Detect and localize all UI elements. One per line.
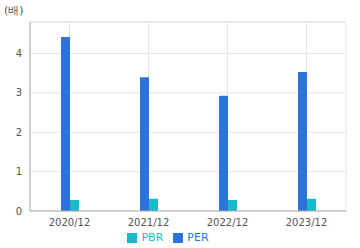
svg-text:0: 0	[16, 206, 22, 217]
svg-text:1: 1	[16, 166, 22, 177]
html-text:(배): (배)	[4, 4, 24, 17]
svg-text:4: 4	[16, 48, 22, 59]
svg-text:2022/12: 2022/12	[207, 217, 249, 228]
html-text:PER: PER	[187, 231, 209, 244]
svg-text:2021/12: 2021/12	[128, 217, 170, 228]
html-text:PBR: PBR	[141, 231, 164, 244]
svg-text:2: 2	[16, 127, 22, 138]
svg-text:2020/12: 2020/12	[49, 217, 91, 228]
svg-text:2023/12: 2023/12	[286, 217, 328, 228]
svg-text:3: 3	[16, 87, 22, 98]
